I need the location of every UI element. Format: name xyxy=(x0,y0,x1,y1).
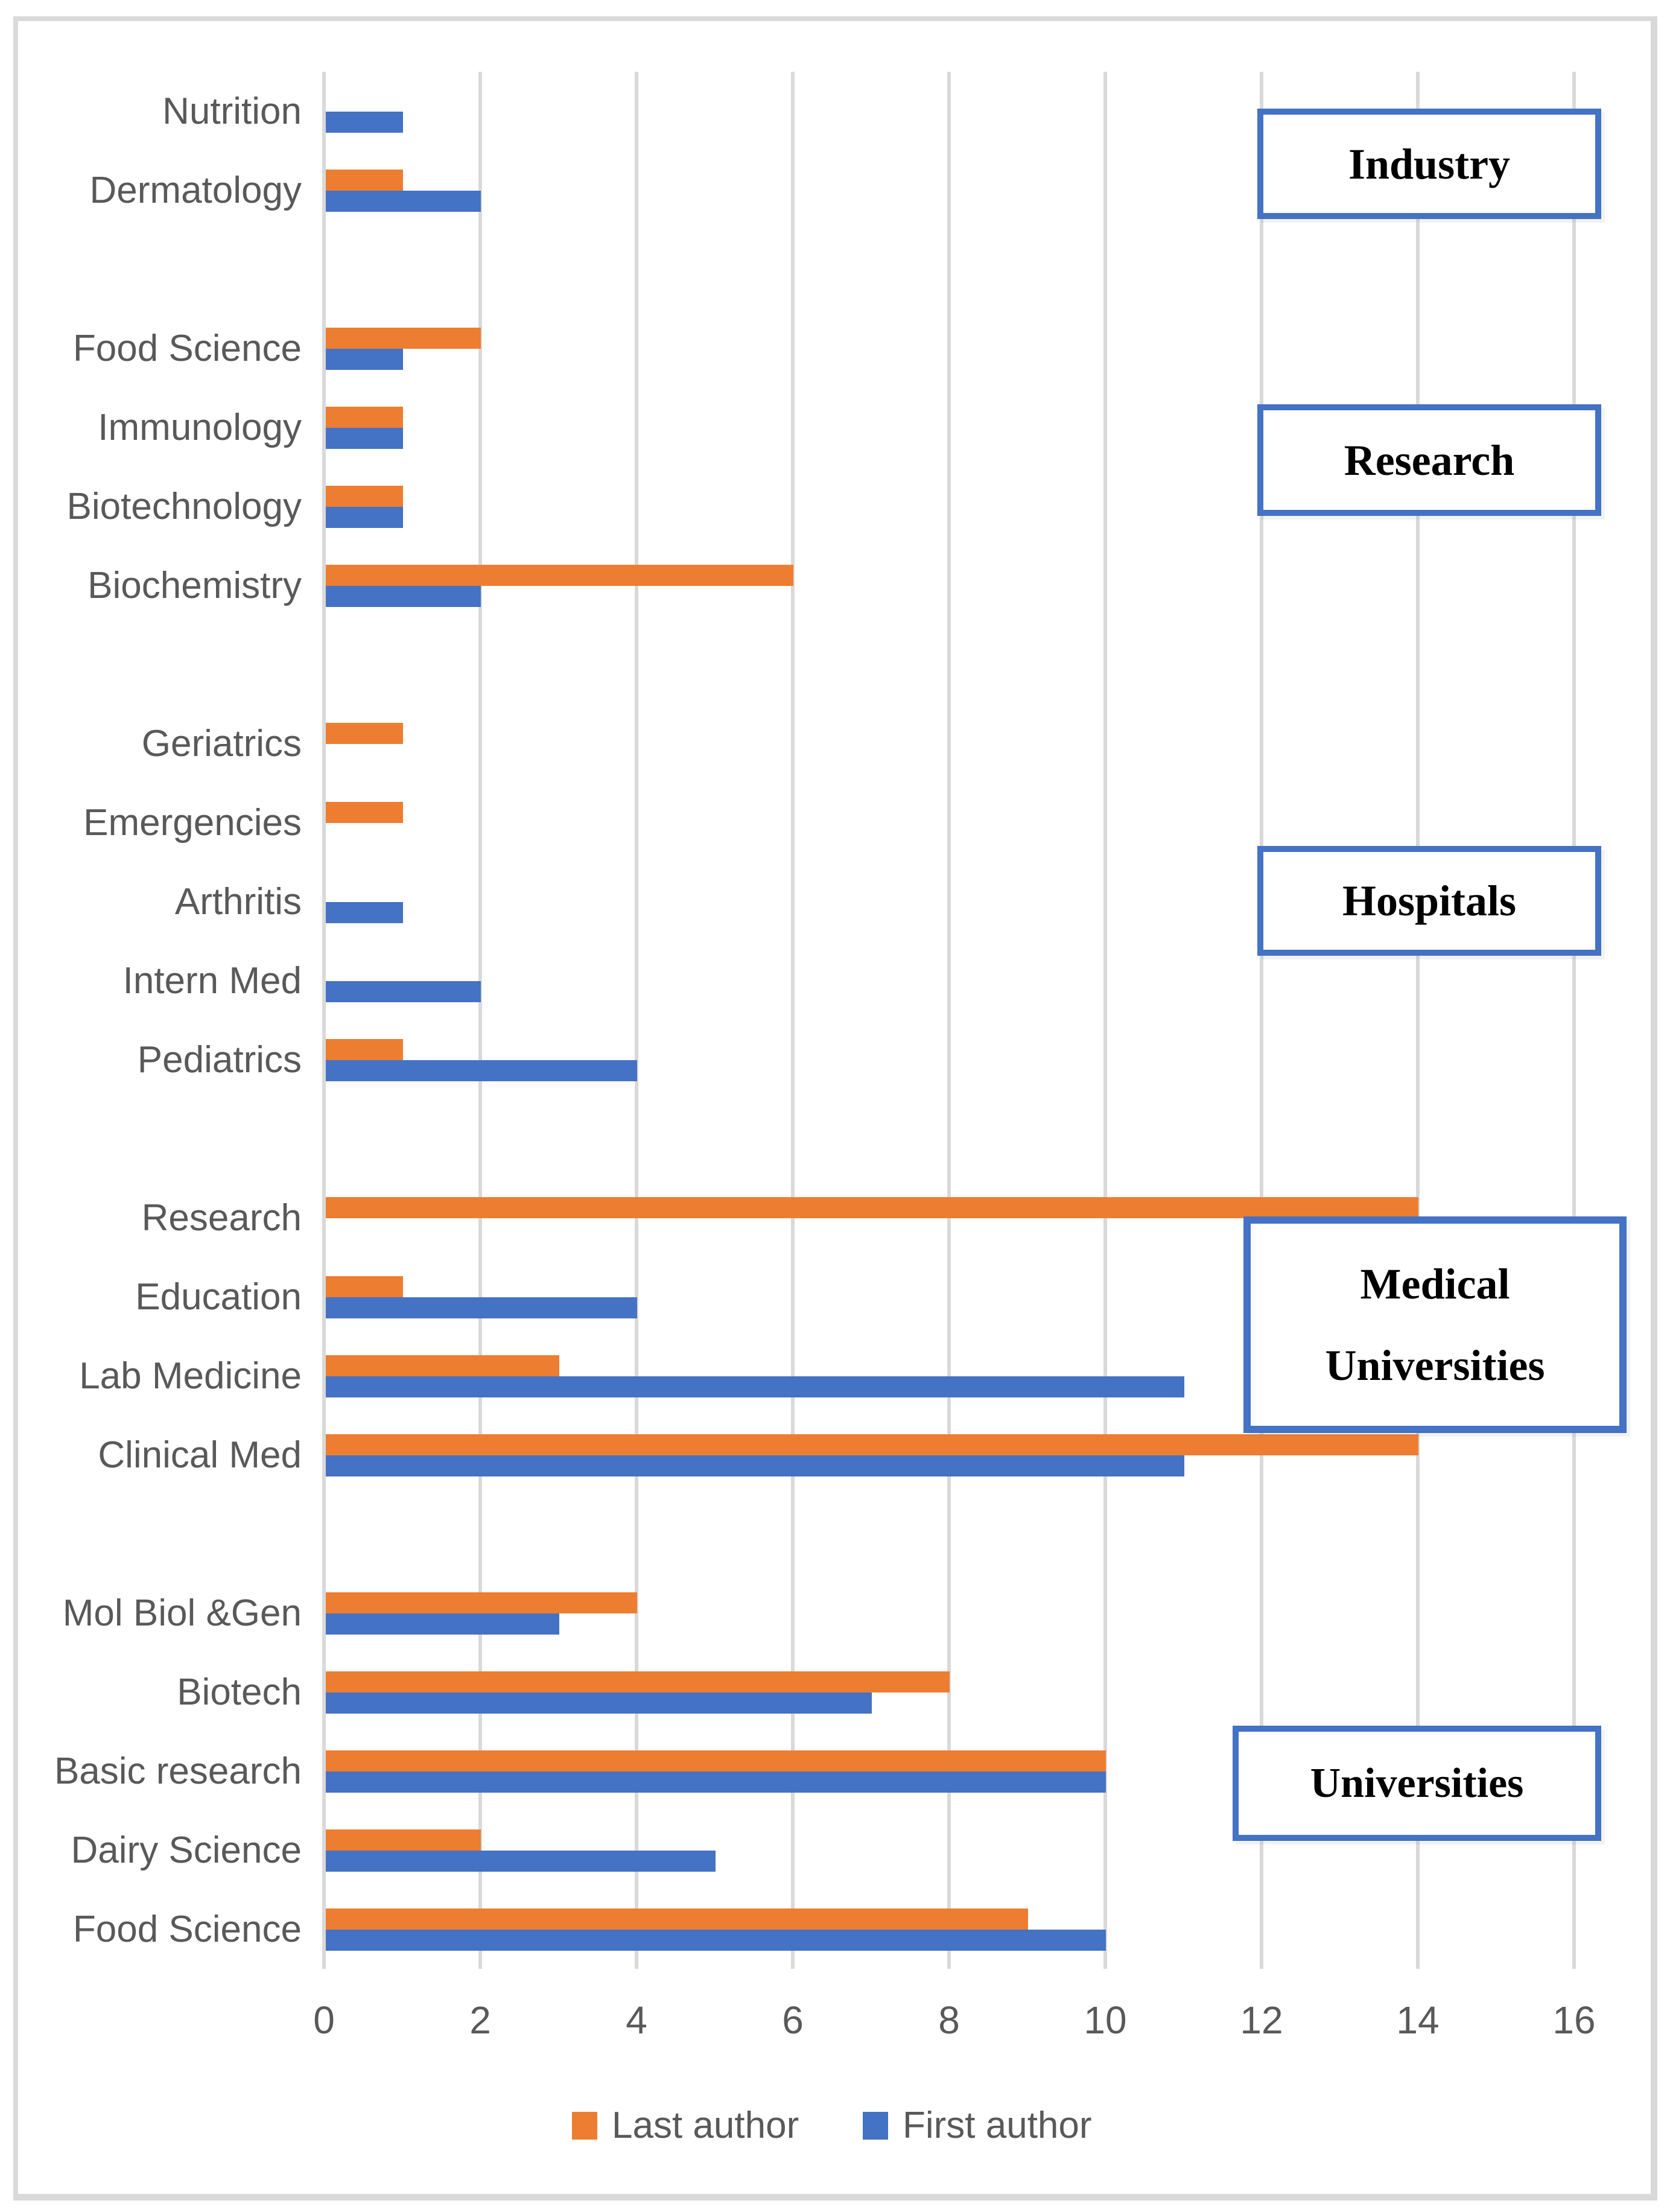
section-box-research-line-1: Research xyxy=(1344,436,1515,485)
section-box-medical-universities: Medical Universities xyxy=(1243,1216,1627,1433)
bar-first-author-basic-research xyxy=(326,1771,1106,1793)
bar-first-author-dermatology xyxy=(326,190,481,212)
category-label-food-science: Food Science xyxy=(72,327,302,369)
legend-item-last-author: Last author xyxy=(572,2105,799,2146)
gridline-2 xyxy=(478,72,482,1969)
bar-first-author-food-science xyxy=(326,1929,1106,1951)
section-box-hospitals-line-1: Hospitals xyxy=(1342,877,1517,925)
bar-first-author-arthritis xyxy=(326,901,403,923)
legend-label-last-author: Last author xyxy=(612,2105,799,2146)
section-box-medical-universities-line-2: Universities xyxy=(1325,1341,1545,1390)
section-box-hospitals: Hospitals xyxy=(1257,846,1601,956)
gridline-4 xyxy=(635,72,638,1969)
bar-first-author-dairy-science xyxy=(326,1850,716,1872)
section-box-industry-line-1: Industry xyxy=(1348,139,1511,188)
gridline-0 xyxy=(322,72,326,1969)
bar-last-author-biochemistry xyxy=(326,564,793,586)
section-box-universities: Universities xyxy=(1233,1726,1601,1841)
bar-last-author-mol-biol-gen xyxy=(326,1592,637,1613)
legend-swatch-first-author xyxy=(863,2112,888,2140)
bar-first-author-nutrition xyxy=(326,111,403,133)
bar-first-author-biochemistry xyxy=(326,585,481,607)
category-label-geriatrics: Geriatrics xyxy=(141,722,302,764)
bar-last-author-biotechnology xyxy=(326,485,403,507)
category-label-pediatrics: Pediatrics xyxy=(137,1038,302,1081)
bar-last-author-food-science xyxy=(326,1908,1028,1930)
category-label-lab-medicine: Lab Medicine xyxy=(79,1355,302,1397)
bar-last-author-food-science xyxy=(326,327,481,349)
category-label-immunology: Immunology xyxy=(98,406,302,448)
bar-last-author-pediatrics xyxy=(326,1038,403,1060)
gridline-10 xyxy=(1103,72,1107,1969)
bar-last-author-clinical-med xyxy=(326,1434,1418,1455)
bar-last-author-dermatology xyxy=(326,169,403,191)
legend-swatch-last-author xyxy=(572,2112,597,2140)
x-tick-label-6: 6 xyxy=(782,1998,804,2042)
bar-last-author-geriatrics xyxy=(326,722,403,744)
category-label-research: Research xyxy=(141,1197,302,1239)
section-box-research: Research xyxy=(1257,404,1601,516)
category-label-arthritis: Arthritis xyxy=(174,880,302,923)
x-tick-label-0: 0 xyxy=(313,1998,335,2042)
x-tick-label-2: 2 xyxy=(469,1998,491,2042)
bar-first-author-biotech xyxy=(326,1692,872,1714)
gridline-16 xyxy=(1572,72,1576,1969)
category-label-nutrition: Nutrition xyxy=(162,90,302,132)
category-label-dairy-science: Dairy Science xyxy=(71,1829,302,1871)
legend-item-first-author: First author xyxy=(863,2105,1092,2146)
bar-first-author-biotechnology xyxy=(326,506,403,528)
gridline-12 xyxy=(1260,72,1263,1969)
bar-first-author-education xyxy=(326,1297,637,1318)
x-tick-label-12: 12 xyxy=(1240,1998,1283,2042)
section-box-universities-line-1: Universities xyxy=(1310,1759,1524,1807)
category-label-food-science: Food Science xyxy=(72,1908,302,1950)
category-label-emergencies: Emergencies xyxy=(83,801,302,844)
bar-first-author-mol-biol-gen xyxy=(326,1613,559,1635)
legend-label-first-author: First author xyxy=(903,2105,1092,2146)
gridline-14 xyxy=(1416,72,1420,1969)
gridline-8 xyxy=(947,72,951,1969)
category-label-education: Education xyxy=(135,1276,302,1318)
category-label-biotech: Biotech xyxy=(177,1671,302,1713)
bar-last-author-lab-medicine xyxy=(326,1355,559,1376)
bar-first-author-food-science xyxy=(326,348,403,370)
bar-first-author-lab-medicine xyxy=(326,1376,1184,1397)
x-tick-label-16: 16 xyxy=(1552,1998,1596,2042)
bar-first-author-immunology xyxy=(326,427,403,449)
bar-last-author-emergencies xyxy=(326,801,403,823)
x-tick-label-8: 8 xyxy=(938,1998,960,2042)
category-label-biotechnology: Biotechnology xyxy=(66,485,302,527)
gridline-6 xyxy=(791,72,795,1969)
category-label-dermatology: Dermatology xyxy=(89,169,302,211)
bar-last-author-biotech xyxy=(326,1671,950,1692)
category-label-intern-med: Intern Med xyxy=(122,959,302,1002)
bar-last-author-research xyxy=(326,1197,1418,1218)
bar-first-author-pediatrics xyxy=(326,1060,637,1081)
section-box-medical-universities-line-1: Medical xyxy=(1360,1259,1510,1308)
x-tick-label-14: 14 xyxy=(1396,1998,1440,2042)
x-tick-label-10: 10 xyxy=(1084,1998,1127,2042)
category-label-biochemistry: Biochemistry xyxy=(87,564,302,606)
x-tick-label-4: 4 xyxy=(626,1998,647,2042)
bar-last-author-education xyxy=(326,1276,403,1297)
category-label-clinical-med: Clinical Med xyxy=(98,1434,302,1476)
bar-last-author-dairy-science xyxy=(326,1829,481,1851)
bar-last-author-basic-research xyxy=(326,1750,1106,1772)
section-box-industry: Industry xyxy=(1257,109,1601,219)
bar-first-author-intern-med xyxy=(326,980,481,1002)
bar-first-author-clinical-med xyxy=(326,1455,1184,1476)
category-label-mol-biol-gen: Mol Biol &Gen xyxy=(62,1592,302,1634)
bar-last-author-immunology xyxy=(326,406,403,428)
category-label-basic-research: Basic research xyxy=(54,1750,302,1792)
